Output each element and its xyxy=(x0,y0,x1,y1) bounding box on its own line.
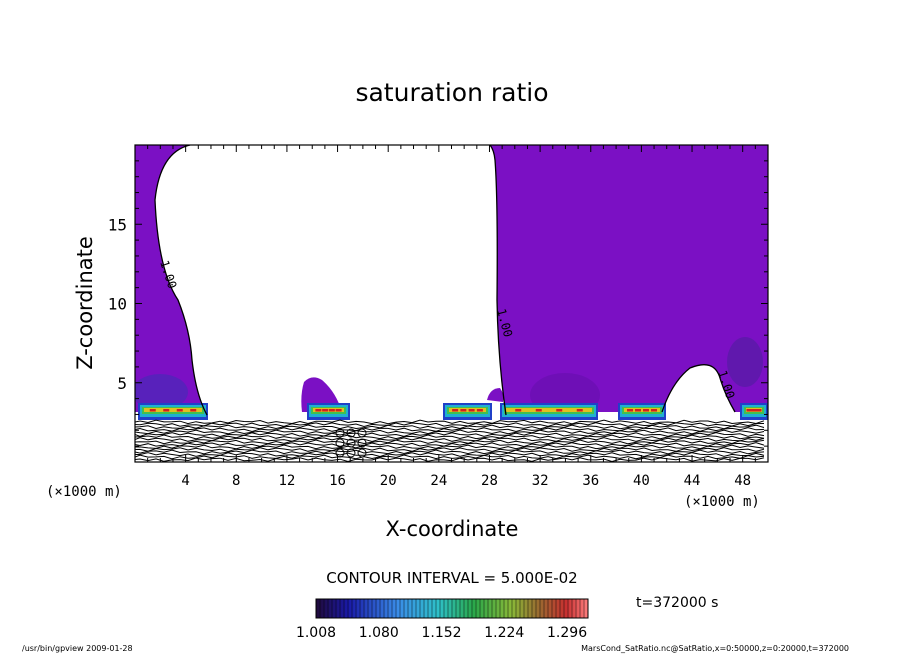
surface-contour xyxy=(135,424,765,430)
surface-contour xyxy=(135,422,765,428)
fill-region-small xyxy=(487,388,504,402)
surface-contour xyxy=(346,428,356,438)
surface-band xyxy=(335,409,342,412)
surface-band xyxy=(556,409,563,412)
surface-band xyxy=(315,409,322,412)
surface-contour xyxy=(135,457,765,462)
x-tick-label: 16 xyxy=(329,473,346,489)
x-tick-label: 20 xyxy=(380,473,397,489)
surface-contour xyxy=(335,438,345,448)
y-axis-label: Z-coordinate xyxy=(73,236,97,370)
surface-band xyxy=(535,409,542,412)
surface-contour xyxy=(346,448,356,458)
contour-interval: CONTOUR INTERVAL = 5.000E-02 xyxy=(326,569,577,587)
surface-band xyxy=(313,408,344,412)
dark-patch xyxy=(727,337,763,387)
x-tick-label: 40 xyxy=(633,473,650,489)
surface-contour xyxy=(357,448,367,458)
surface-contour xyxy=(135,432,765,438)
contour-line xyxy=(154,145,208,416)
x-unit-left: (×1000 m) xyxy=(46,484,122,500)
x-tick-label: 48 xyxy=(734,473,751,489)
x-tick-label: 28 xyxy=(481,473,498,489)
y-tick-label: 10 xyxy=(108,295,127,314)
surface-contour xyxy=(335,448,345,458)
colorbar-frame xyxy=(315,598,589,619)
surface-contour xyxy=(135,442,765,448)
surface-band xyxy=(176,409,183,412)
contour-line xyxy=(489,145,507,416)
colorbar-tick-label: 1.008 xyxy=(296,625,336,641)
surface-contour xyxy=(135,429,765,435)
surface-band xyxy=(452,409,459,412)
surface-band xyxy=(627,409,633,412)
time-label: t=372000 s xyxy=(636,595,718,611)
x-tick-label: 8 xyxy=(232,473,240,489)
surface-contour xyxy=(135,427,765,433)
contour-line xyxy=(661,364,736,413)
x-tick-label: 24 xyxy=(430,473,447,489)
surface-contour xyxy=(135,439,765,445)
chart-title: saturation ratio xyxy=(355,78,548,107)
fill-region-right xyxy=(490,145,768,412)
surface-band xyxy=(468,409,475,412)
x-tick-label: 44 xyxy=(684,473,701,489)
surface-band xyxy=(476,409,483,412)
surface-contour xyxy=(346,438,356,448)
surface-band xyxy=(506,408,592,412)
surface-band xyxy=(322,409,329,412)
surface-contour xyxy=(135,449,765,455)
surface-contour xyxy=(135,444,765,450)
colorbar: 1.008 1.080 1.152 1.224 1.296 xyxy=(296,598,589,641)
surface-band xyxy=(755,409,762,412)
footer-left: /usr/bin/gpview 2009-01-28 xyxy=(22,644,133,653)
y-tick-label: 15 xyxy=(108,215,127,234)
fill-region-left xyxy=(135,145,205,412)
surface-band xyxy=(643,409,649,412)
surface-band xyxy=(144,408,202,412)
surface-band xyxy=(460,409,467,412)
x-tick-label: 12 xyxy=(278,473,295,489)
dark-patch xyxy=(135,374,188,410)
surface-band xyxy=(449,408,486,412)
x-tick-label: 36 xyxy=(582,473,599,489)
colorbar-tick-label: 1.152 xyxy=(421,625,461,641)
surface-band xyxy=(328,409,335,412)
surface-band xyxy=(515,409,522,412)
x-unit-right: (×1000 m) xyxy=(684,494,760,510)
surface-band xyxy=(163,409,170,412)
x-tick-label: 32 xyxy=(532,473,549,489)
surface-band xyxy=(624,408,660,412)
surface-contour xyxy=(357,428,367,438)
surface-contour xyxy=(335,428,345,438)
footer-right: MarsCond_SatRatio.nc@SatRatio,x=0:50000,… xyxy=(581,644,849,653)
x-axis-label: X-coordinate xyxy=(386,517,519,541)
surface-band xyxy=(149,409,156,412)
saturation-field xyxy=(135,145,768,462)
surface-contour xyxy=(135,454,765,460)
surface-band xyxy=(651,409,657,412)
x-tick-label: 4 xyxy=(181,473,189,489)
surface-band xyxy=(190,409,197,412)
surface-contour xyxy=(135,437,765,443)
surface-band xyxy=(635,409,641,412)
colorbar-tick-label: 1.224 xyxy=(484,625,524,641)
colorbar-tick-label: 1.080 xyxy=(359,625,399,641)
surface-contour xyxy=(135,434,765,440)
colorbar-tick-label: 1.296 xyxy=(547,625,587,641)
surface-contour xyxy=(357,438,367,448)
surface-contour xyxy=(135,447,765,453)
surface-contour xyxy=(135,452,765,458)
surface-band xyxy=(576,409,583,412)
y-tick-label: 5 xyxy=(117,374,127,393)
surface-contour xyxy=(135,419,765,425)
